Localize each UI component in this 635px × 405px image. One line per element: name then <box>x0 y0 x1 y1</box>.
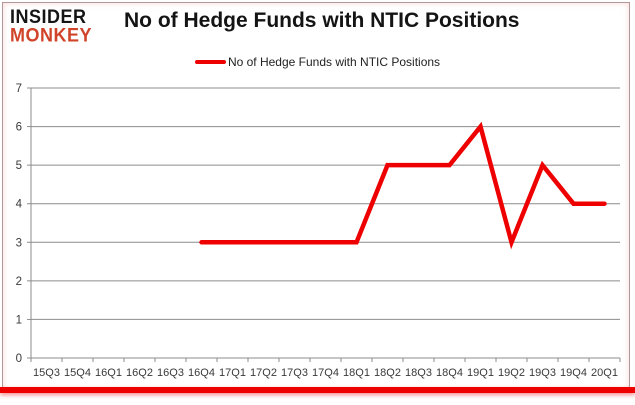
x-axis-label: 19Q1 <box>467 367 494 379</box>
x-axis-label: 16Q2 <box>126 367 153 379</box>
y-axis-label: 3 <box>16 237 22 249</box>
x-axis-label: 16Q1 <box>95 367 122 379</box>
y-axis-label: 5 <box>16 160 22 172</box>
y-axis-label: 0 <box>16 353 22 365</box>
logo-monkey-text: MONKEY <box>10 24 93 46</box>
x-axis-label: 15Q4 <box>64 367 91 379</box>
x-axis-label: 17Q1 <box>219 367 246 379</box>
x-axis-label: 20Q1 <box>591 367 618 379</box>
x-axis-label: 17Q2 <box>250 367 277 379</box>
bottom-red-bar <box>0 387 635 393</box>
x-axis-label: 18Q1 <box>343 367 370 379</box>
y-axis-label: 7 <box>16 83 22 95</box>
x-axis-label: 16Q4 <box>188 367 215 379</box>
x-axis-label: 15Q3 <box>33 367 60 379</box>
x-axis-label: 18Q4 <box>436 367 463 379</box>
x-axis-label: 17Q4 <box>312 367 339 379</box>
insider-monkey-logo: INSIDER MONKEY <box>10 5 93 46</box>
y-axis-label: 2 <box>16 276 22 288</box>
legend-line-swatch <box>194 60 226 64</box>
x-axis-label: 19Q2 <box>498 367 525 379</box>
y-axis-label: 1 <box>16 314 22 326</box>
chart-title: No of Hedge Funds with NTIC Positions <box>124 9 520 32</box>
x-axis-label: 17Q3 <box>281 367 308 379</box>
x-axis-label: 18Q2 <box>374 367 401 379</box>
legend: No of Hedge Funds with NTIC Positions <box>0 55 635 69</box>
x-axis-label: 16Q3 <box>157 367 184 379</box>
series-line <box>199 121 607 250</box>
y-axis-label: 6 <box>16 122 22 134</box>
y-axis-label: 4 <box>16 199 23 211</box>
x-axis-label: 19Q4 <box>560 367 587 379</box>
logo-insider-text: INSIDER <box>10 5 87 28</box>
x-axis-label: 19Q3 <box>529 367 556 379</box>
legend-label: No of Hedge Funds with NTIC Positions <box>227 55 441 69</box>
chart-panel <box>2 2 630 392</box>
x-axis-label: 18Q3 <box>405 367 432 379</box>
